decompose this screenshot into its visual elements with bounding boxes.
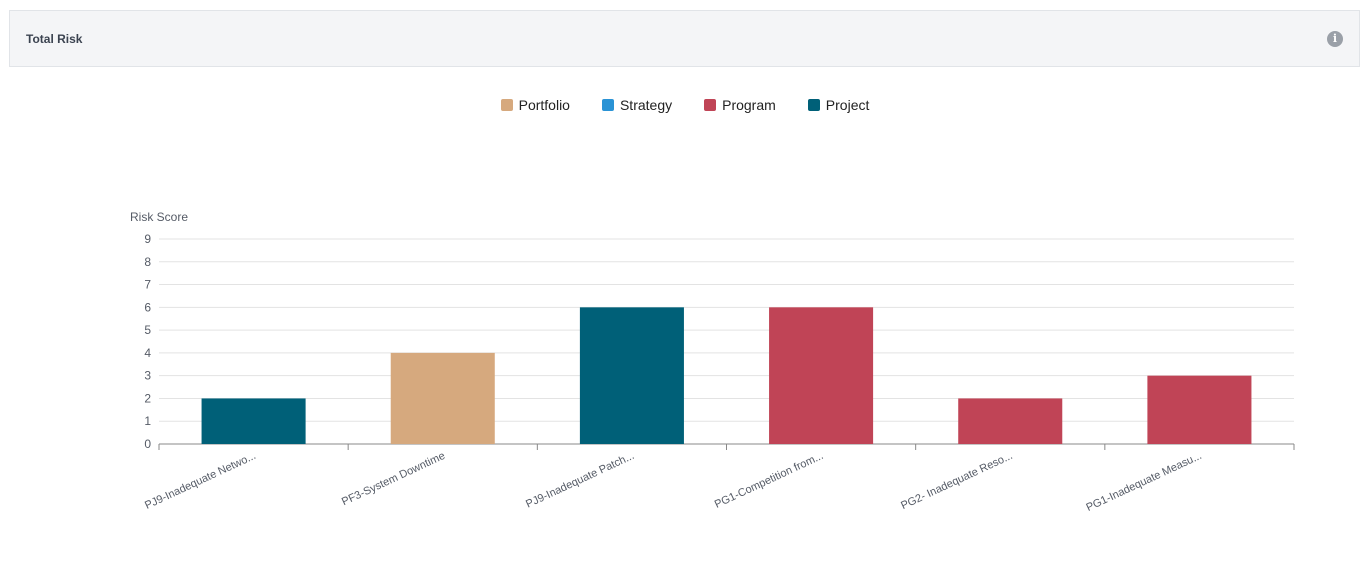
x-tick-label: PG1-Competition from...: [713, 450, 826, 511]
y-tick-label: 4: [144, 346, 151, 360]
x-tick-label: PG1-Inadequate Measu...: [1084, 450, 1203, 514]
legend-swatch-program: [704, 99, 717, 111]
legend-item-portfolio[interactable]: Portfolio: [500, 97, 570, 113]
y-tick-label: 2: [144, 391, 151, 405]
panel-header: Total Risk i: [9, 10, 1360, 67]
legend-item-program[interactable]: Program: [704, 97, 776, 113]
legend-item-strategy[interactable]: Strategy: [601, 97, 673, 113]
y-tick-label: 9: [144, 232, 151, 246]
bar[interactable]: [201, 398, 306, 444]
y-axis-title: Risk Score: [130, 210, 188, 224]
bar[interactable]: [769, 307, 874, 444]
y-tick-label: 5: [144, 323, 151, 337]
x-tick-label: PJ9-Inadequate Netwo...: [143, 450, 258, 512]
legend-item-project[interactable]: Project: [807, 97, 870, 113]
panel-title: Total Risk: [26, 32, 83, 46]
bar[interactable]: [958, 398, 1063, 444]
y-tick-label: 8: [144, 255, 151, 269]
y-tick-label: 0: [144, 437, 151, 451]
legend-swatch-project: [807, 99, 820, 111]
x-tick-label: PF3-System Downtime: [340, 450, 447, 508]
chart-legend: Portfolio Strategy Program Project: [0, 97, 1362, 113]
bar[interactable]: [579, 307, 684, 444]
x-tick-label: PG2- Inadequate Reso...: [899, 450, 1014, 512]
legend-swatch-portfolio: [500, 99, 513, 111]
legend-swatch-strategy: [601, 99, 614, 111]
info-icon[interactable]: i: [1327, 31, 1343, 47]
bar[interactable]: [390, 352, 495, 444]
legend-label-project: Project: [825, 97, 870, 113]
legend-label-strategy: Strategy: [619, 97, 673, 113]
legend-label-portfolio: Portfolio: [518, 97, 570, 113]
bar[interactable]: [1147, 375, 1252, 444]
y-tick-label: 7: [144, 278, 151, 292]
y-tick-label: 6: [144, 300, 151, 314]
legend-label-program: Program: [722, 97, 776, 113]
y-tick-label: 1: [144, 414, 151, 428]
x-tick-label: PJ9-Inadequate Patch...: [524, 450, 636, 511]
y-tick-label: 3: [144, 369, 151, 383]
